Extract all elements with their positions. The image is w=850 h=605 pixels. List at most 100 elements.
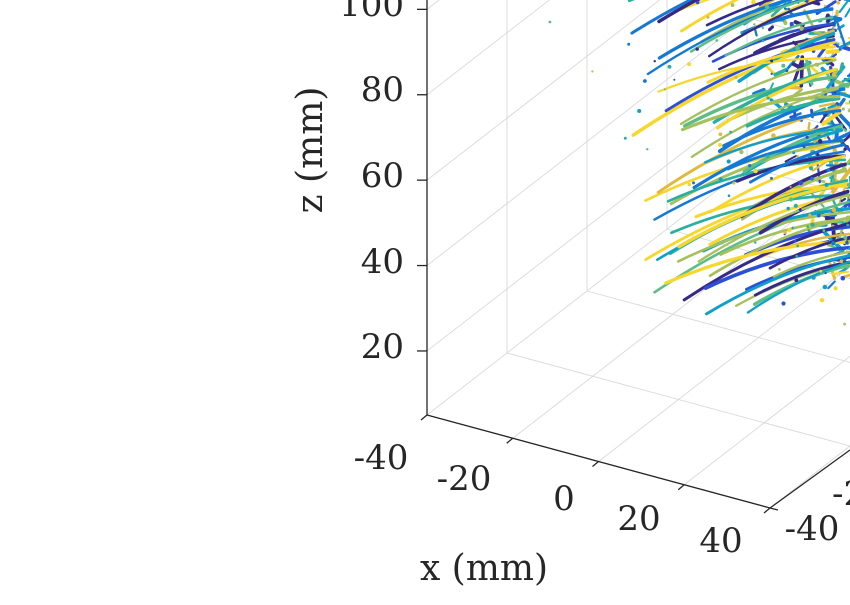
track-segment bbox=[831, 270, 850, 276]
droplet-point bbox=[753, 168, 758, 174]
track-segment bbox=[813, 31, 823, 35]
droplet-point bbox=[729, 130, 732, 134]
droplet-point bbox=[770, 72, 773, 76]
droplet-point bbox=[789, 185, 792, 188]
z-tick-label: 60 bbox=[361, 156, 404, 196]
x-tick-label: 20 bbox=[617, 499, 660, 539]
droplet-point bbox=[824, 271, 827, 275]
droplet-point bbox=[770, 176, 773, 180]
track-segment bbox=[837, 81, 850, 90]
entrainment-track bbox=[704, 128, 843, 164]
track-segment bbox=[844, 6, 850, 18]
droplet-point bbox=[818, 139, 823, 144]
entrainment-track bbox=[680, 0, 740, 33]
droplet-point bbox=[807, 229, 811, 232]
z-tick-label: 40 bbox=[361, 242, 404, 282]
track-segment bbox=[839, 62, 844, 74]
track-segment bbox=[773, 67, 789, 77]
track-segment bbox=[807, 121, 811, 130]
y-axis-line bbox=[769, 449, 850, 509]
droplet-point bbox=[839, 259, 844, 264]
entrainment-track bbox=[677, 210, 850, 263]
z-tick-label: 100 bbox=[339, 0, 404, 25]
x-grid-line bbox=[769, 445, 850, 509]
droplet-point bbox=[846, 182, 850, 187]
track-segment bbox=[821, 110, 842, 126]
droplet-point bbox=[841, 107, 845, 111]
droplet-point bbox=[783, 230, 787, 235]
z-tick-label: 20 bbox=[361, 327, 404, 367]
droplet-point bbox=[766, 154, 770, 158]
droplet-point bbox=[805, 135, 809, 139]
droplet-point bbox=[771, 133, 776, 138]
droplet-point bbox=[781, 301, 786, 306]
droplet-point bbox=[833, 286, 838, 291]
droplet-point bbox=[830, 186, 835, 191]
entrainment-track bbox=[683, 74, 839, 128]
entrainment-track bbox=[772, 250, 850, 278]
entrainment-track bbox=[677, 182, 849, 249]
droplet-point bbox=[734, 75, 738, 80]
entrainment-track bbox=[690, 87, 839, 159]
droplet-point bbox=[813, 140, 816, 144]
droplet-point bbox=[667, 64, 672, 69]
track-segment bbox=[753, 28, 758, 37]
track-segment bbox=[836, 22, 847, 48]
droplet-point bbox=[831, 240, 836, 246]
track-segment bbox=[752, 87, 766, 96]
entrainment-track bbox=[682, 221, 850, 302]
track-segment bbox=[838, 0, 850, 14]
droplet-point bbox=[823, 4, 827, 7]
droplet-point bbox=[715, 39, 719, 42]
entrainment-track bbox=[646, 0, 804, 76]
droplet-point bbox=[836, 1, 841, 5]
track-segment bbox=[834, 130, 839, 143]
y-grid-line bbox=[506, 352, 850, 447]
droplet-point bbox=[692, 181, 695, 185]
droplet-point bbox=[653, 60, 656, 63]
droplet-point bbox=[761, 26, 764, 30]
x-tick-label: -40 bbox=[354, 438, 409, 478]
droplet-point bbox=[810, 222, 815, 227]
track-segment bbox=[841, 45, 850, 52]
track-segment bbox=[836, 111, 850, 129]
droplet-point bbox=[809, 166, 814, 171]
entrainment-track bbox=[708, 0, 824, 58]
droplet-point bbox=[837, 234, 840, 237]
y-tick-mark bbox=[769, 507, 779, 511]
droplet-point bbox=[836, 134, 839, 137]
droplet-point bbox=[673, 78, 676, 81]
droplet-point bbox=[623, 136, 627, 140]
droplet-point bbox=[822, 229, 826, 233]
entrainment-track bbox=[715, 67, 838, 130]
droplet-point bbox=[819, 269, 823, 273]
droplet-point bbox=[761, 39, 765, 43]
droplet-point bbox=[718, 177, 723, 181]
droplet-point bbox=[740, 31, 743, 34]
droplet-point bbox=[751, 0, 756, 5]
entrainment-track bbox=[657, 0, 794, 60]
y-grid-line bbox=[666, 228, 850, 280]
droplet-point bbox=[822, 284, 828, 290]
droplet-point bbox=[814, 96, 819, 101]
entrainment-track bbox=[746, 260, 850, 314]
droplet-point bbox=[794, 278, 799, 283]
droplet-point bbox=[748, 164, 752, 168]
entrainment-track bbox=[664, 38, 836, 113]
z-axis-label: z (mm) bbox=[290, 87, 331, 214]
x-tick-mark bbox=[592, 461, 599, 467]
droplet-point bbox=[637, 109, 642, 113]
droplet-point bbox=[706, 15, 710, 19]
entrainment-track bbox=[692, 122, 843, 190]
droplet-point bbox=[730, 3, 735, 7]
entrainment-track bbox=[705, 253, 850, 316]
track-segment bbox=[841, 77, 850, 83]
droplet-point bbox=[791, 226, 794, 229]
droplet-point bbox=[591, 70, 594, 73]
track-segment bbox=[827, 280, 836, 290]
entrainment-track bbox=[689, 0, 809, 53]
entrainment-track bbox=[726, 138, 845, 171]
entrainment-track bbox=[724, 16, 834, 57]
droplet-point bbox=[766, 96, 770, 100]
droplet-point bbox=[833, 261, 836, 265]
